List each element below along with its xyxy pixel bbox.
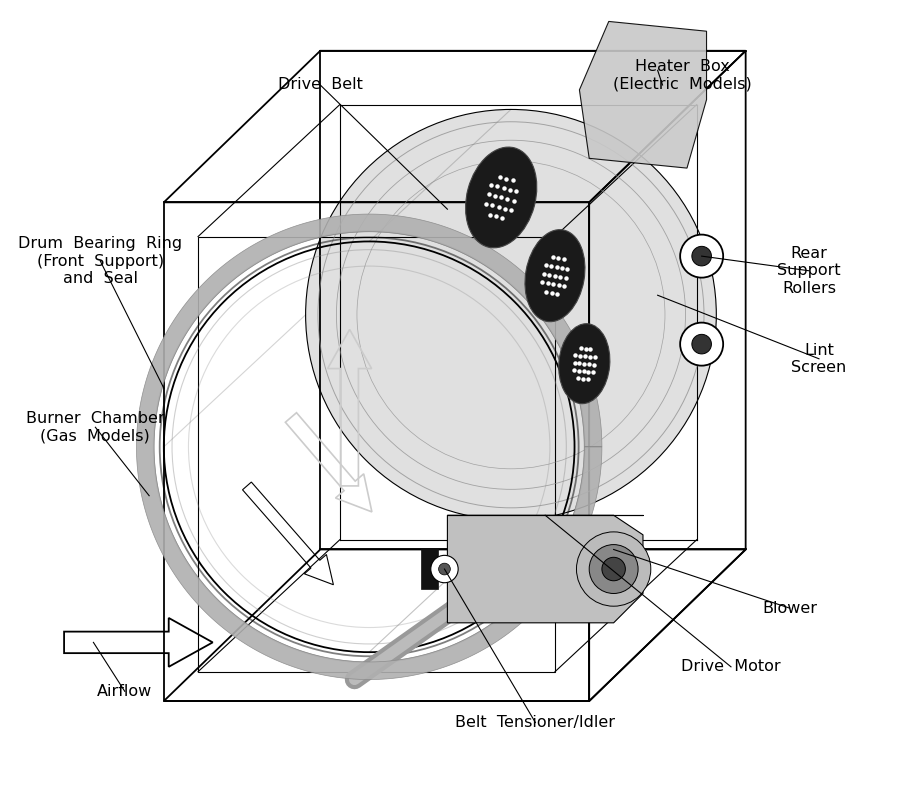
Text: Lint
Screen: Lint Screen <box>791 343 847 375</box>
Text: Airflow: Airflow <box>97 684 152 699</box>
Polygon shape <box>137 214 602 679</box>
Text: Rear
Support
Rollers: Rear Support Rollers <box>778 246 841 296</box>
Text: Blower: Blower <box>762 600 817 615</box>
Circle shape <box>590 545 638 593</box>
Polygon shape <box>421 549 437 589</box>
Text: Drum  Bearing  Ring
(Front  Support)
and  Seal: Drum Bearing Ring (Front Support) and Se… <box>18 236 183 286</box>
Text: Belt  Tensioner/Idler: Belt Tensioner/Idler <box>455 715 616 730</box>
Circle shape <box>306 110 716 520</box>
Circle shape <box>680 235 724 277</box>
Text: Drive  Motor: Drive Motor <box>681 660 781 675</box>
Ellipse shape <box>525 229 585 322</box>
Polygon shape <box>580 21 706 168</box>
Circle shape <box>692 334 711 354</box>
Circle shape <box>438 563 450 575</box>
Ellipse shape <box>465 147 536 247</box>
Polygon shape <box>447 515 643 623</box>
Circle shape <box>602 557 626 581</box>
Circle shape <box>680 322 724 366</box>
Circle shape <box>577 532 651 606</box>
Circle shape <box>692 247 711 266</box>
Text: Drive  Belt: Drive Belt <box>278 77 363 92</box>
Text: Burner  Chamber
(Gas  Models): Burner Chamber (Gas Models) <box>26 411 165 444</box>
Text: Heater  Box
(Electric  Models): Heater Box (Electric Models) <box>613 59 752 91</box>
Ellipse shape <box>559 324 610 403</box>
Circle shape <box>431 556 458 583</box>
